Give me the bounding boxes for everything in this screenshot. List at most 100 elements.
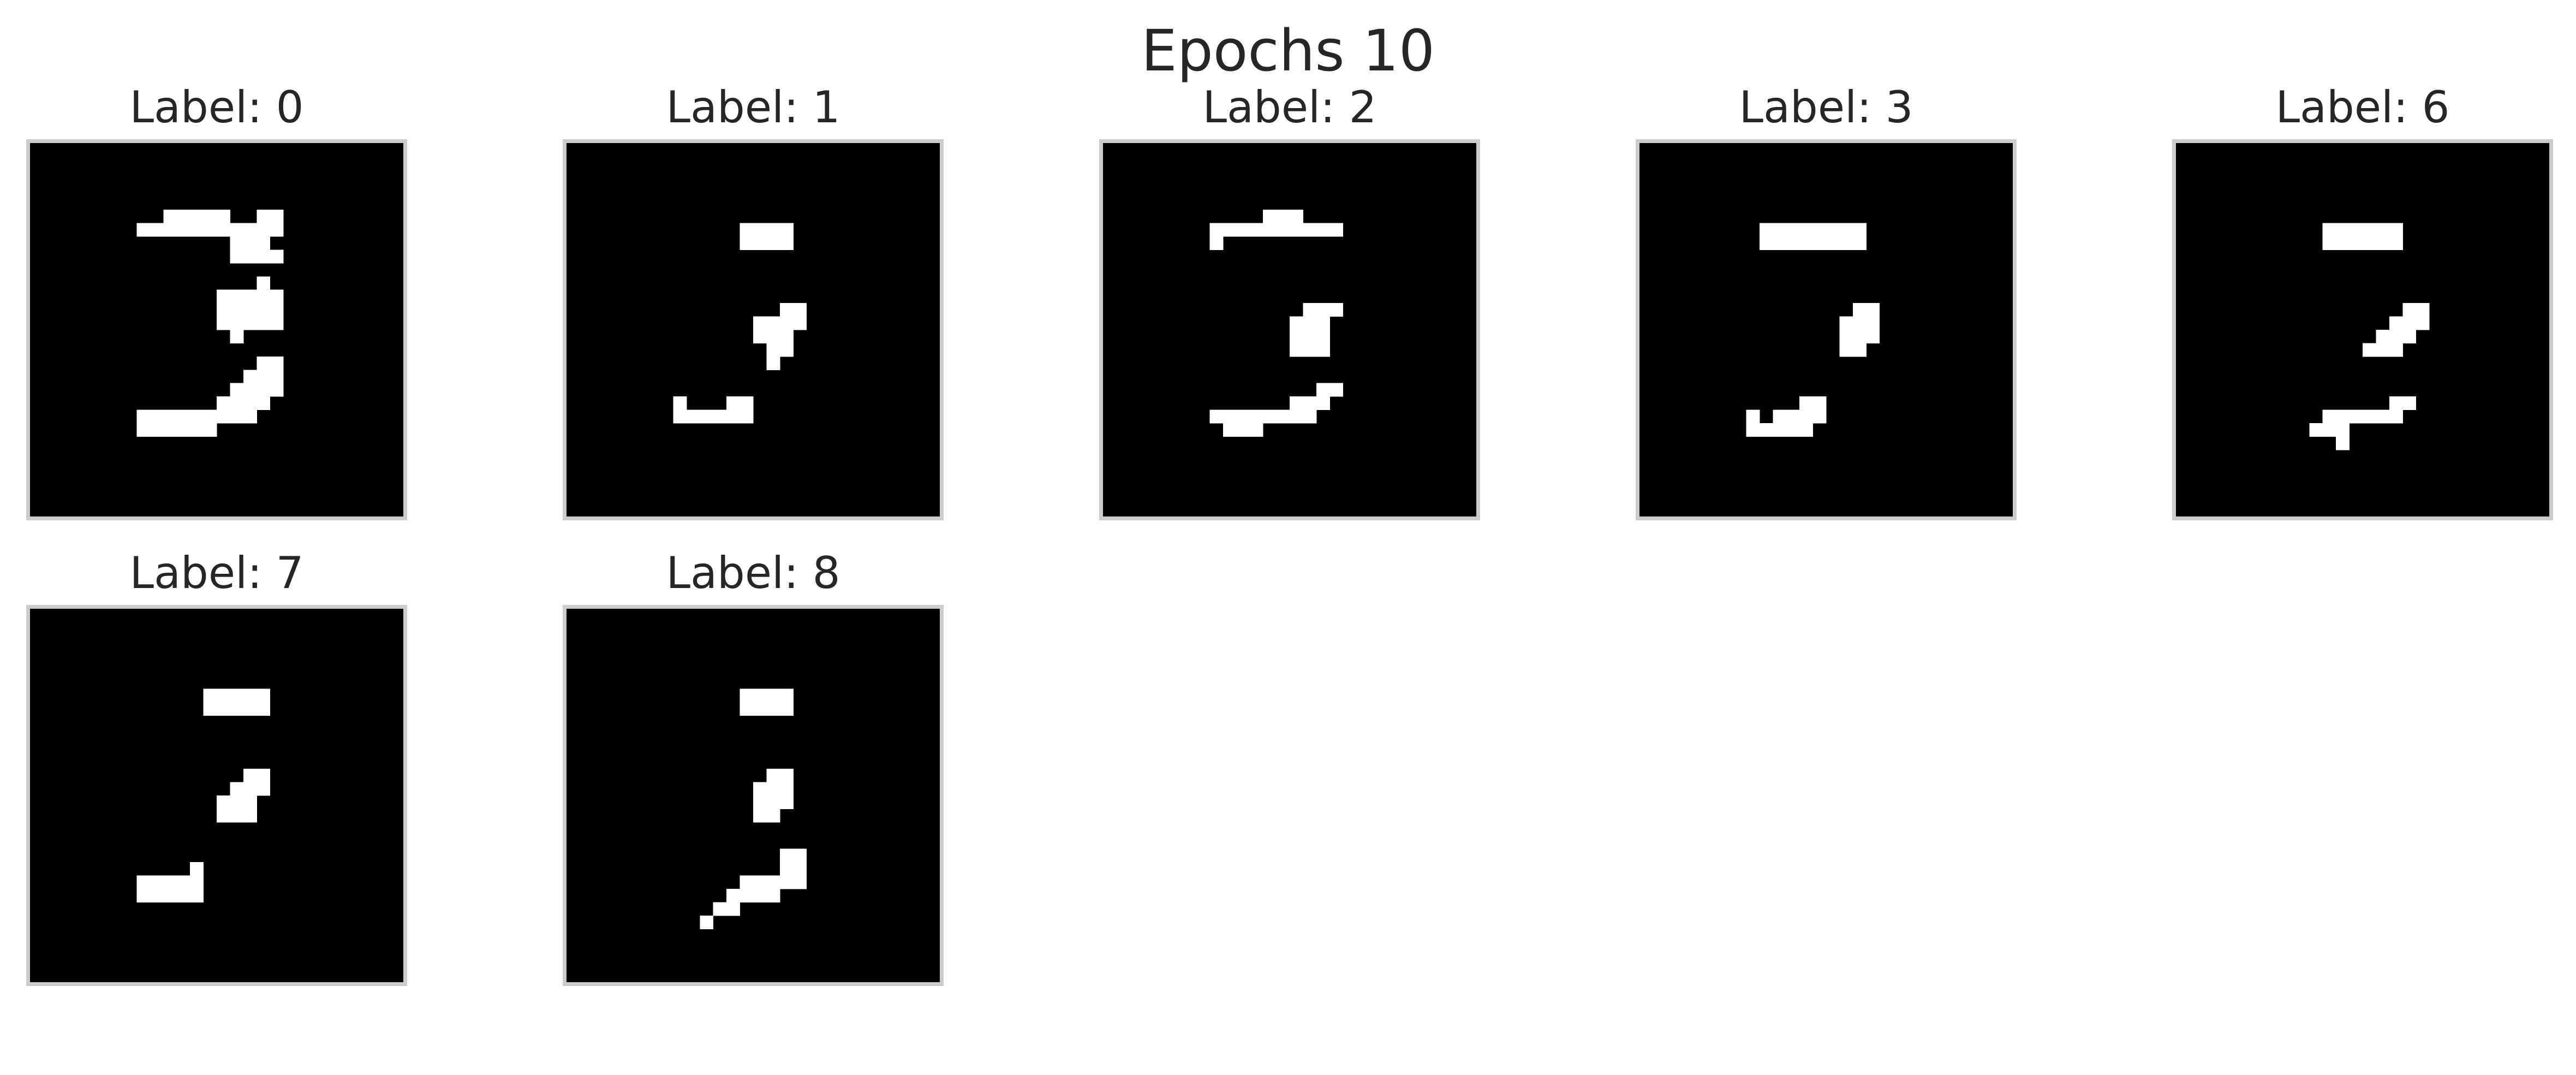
pixel: [243, 409, 257, 424]
pixel: [243, 769, 257, 783]
panel-image: [1099, 139, 1480, 520]
pixel-canvas: [30, 143, 403, 516]
pixel: [176, 889, 190, 902]
pixel: [230, 383, 244, 397]
pixel: [726, 409, 741, 424]
pixel: [779, 330, 794, 343]
pixel: [766, 889, 780, 902]
pixel: [163, 223, 177, 237]
pixel: [203, 702, 217, 716]
pixel: [243, 702, 257, 716]
pixel: [753, 223, 767, 237]
pixel: [1290, 330, 1303, 343]
pixel: [217, 702, 230, 716]
pixel: [740, 889, 754, 902]
pixel: [686, 409, 700, 424]
pixel: [766, 782, 780, 796]
pixel: [1249, 423, 1263, 437]
pixel: [779, 316, 794, 330]
pixel: [230, 795, 244, 809]
panel-title: Label: 2: [1202, 82, 1377, 133]
pixel: [1799, 396, 1814, 411]
pixel: [230, 396, 244, 411]
pixel: [673, 396, 687, 411]
pixel: [1826, 236, 1840, 250]
pixel: [766, 236, 780, 250]
pixel: [217, 223, 230, 237]
pixel: [150, 409, 164, 424]
pixel: [779, 848, 794, 863]
pixel: [136, 889, 151, 902]
pixel: [1759, 236, 1773, 250]
pixel: [1303, 396, 1317, 411]
pixel: [2349, 223, 2363, 237]
pixel: [1799, 409, 1814, 424]
pixel: [2363, 236, 2376, 250]
pixel: [230, 330, 244, 343]
pixel: [257, 223, 271, 237]
pixel: [2376, 330, 2390, 343]
pixel: [753, 809, 767, 823]
pixel: [1290, 409, 1303, 424]
pixel: [2322, 423, 2336, 437]
pixel: [257, 250, 271, 264]
pixel: [203, 409, 217, 424]
pixel: [740, 702, 754, 716]
pixel: [766, 356, 780, 370]
pixel: [136, 875, 151, 889]
pixel: [217, 809, 230, 823]
pixel: [217, 289, 230, 304]
pixel: [2322, 236, 2336, 250]
pixel: [753, 889, 767, 902]
pixel-canvas: [2176, 143, 2549, 516]
pixel: [1316, 343, 1330, 357]
pixel: [243, 250, 257, 264]
pixel: [1773, 409, 1787, 424]
pixel: [270, 223, 284, 237]
pixel: [2376, 409, 2390, 424]
pixel: [190, 889, 204, 902]
pixel: [217, 210, 230, 224]
pixel: [1209, 223, 1224, 237]
pixel: [257, 210, 271, 224]
pixel: [1329, 303, 1344, 317]
pixel: [1316, 330, 1330, 343]
pixel: [1303, 223, 1317, 237]
pixel: [2336, 223, 2350, 237]
pixel: [2416, 303, 2430, 317]
pixel: [740, 223, 754, 237]
pixel: [766, 688, 780, 703]
panel-image: [563, 605, 944, 986]
pixel: [1303, 303, 1317, 317]
pixel: [1812, 396, 1827, 411]
panel-title: Label: 3: [1739, 82, 1913, 133]
pixel: [753, 782, 767, 796]
pixel: [230, 409, 244, 424]
pixel: [230, 316, 244, 330]
pixel: [779, 688, 794, 703]
pixel: [1773, 223, 1787, 237]
pixel: [779, 862, 794, 876]
panel-5: Label: 6: [2172, 80, 2553, 520]
pixel: [1316, 223, 1330, 237]
pixel: [270, 250, 284, 264]
pixel: [793, 862, 807, 876]
panel-image: [563, 139, 944, 520]
pixel: [150, 423, 164, 437]
pixel: [1249, 223, 1263, 237]
pixel: [1249, 409, 1263, 424]
pixel: [257, 236, 271, 250]
pixel: [2389, 316, 2403, 330]
pixel: [2389, 396, 2403, 411]
pixel: [230, 303, 244, 317]
pixel: [793, 848, 807, 863]
pixel: [753, 702, 767, 716]
pixel: [257, 702, 271, 716]
panel-2: Label: 1: [563, 80, 944, 520]
pixel: [1223, 223, 1237, 237]
pixel: [2322, 223, 2336, 237]
pixel: [2376, 223, 2390, 237]
pixel: [753, 875, 767, 889]
pixel: [1263, 409, 1277, 424]
pixel: [176, 423, 190, 437]
